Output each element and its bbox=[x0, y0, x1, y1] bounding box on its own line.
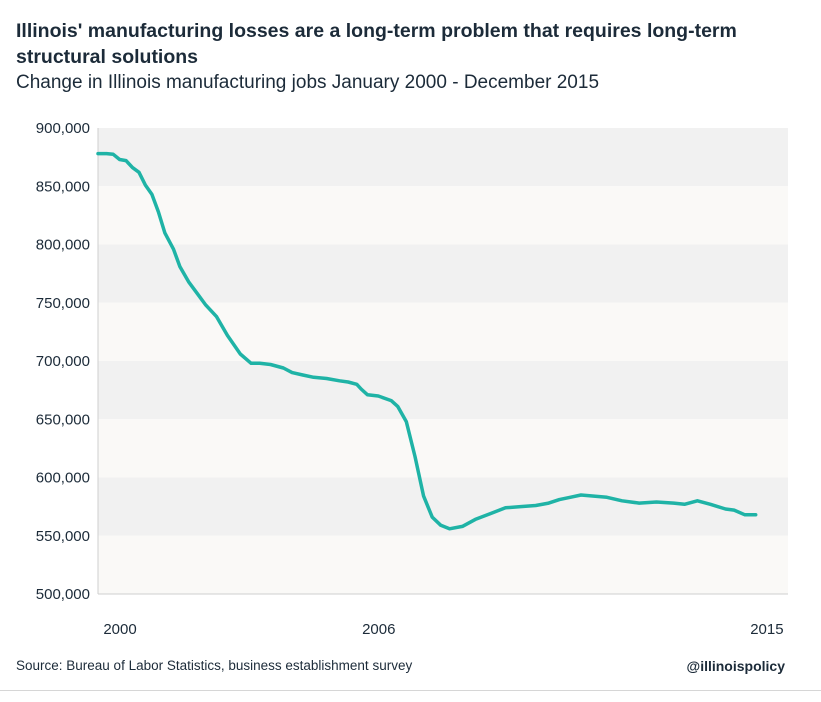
chart-title: Illinois' manufacturing losses are a lon… bbox=[16, 20, 737, 68]
grid-band bbox=[98, 186, 788, 245]
y-tick-label: 550,000 bbox=[36, 528, 90, 545]
y-tick-label: 700,000 bbox=[36, 353, 90, 370]
y-tick-label: 850,000 bbox=[36, 178, 90, 195]
y-tick-label: 900,000 bbox=[36, 120, 90, 137]
y-tick-label: 750,000 bbox=[36, 295, 90, 312]
x-tick-label: 2006 bbox=[362, 621, 395, 638]
y-tick-label: 800,000 bbox=[36, 237, 90, 254]
y-tick-labels: 900,000 850,000 800,000 750,000 700,000 650,0… bbox=[36, 120, 90, 603]
chart-subtitle: Change in Illinois manufacturing jobs Ja… bbox=[16, 72, 600, 93]
y-tick-label: 600,000 bbox=[36, 470, 90, 487]
source-note: Source: Bureau of Labor Statistics, busi… bbox=[16, 658, 413, 673]
x-tick-label: 2000 bbox=[103, 621, 136, 638]
grid-bands bbox=[98, 128, 788, 594]
x-tick-labels: 2000 2006 2015 bbox=[103, 621, 783, 638]
grid-band bbox=[98, 361, 788, 420]
y-tick-label: 650,000 bbox=[36, 411, 90, 428]
x-tick-label: 2015 bbox=[750, 621, 783, 638]
y-tick-label: 500,000 bbox=[36, 586, 90, 603]
grid-band bbox=[98, 535, 788, 594]
grid-band bbox=[98, 128, 788, 187]
series-line bbox=[96, 151, 758, 531]
credit-handle: @illinoispolicy bbox=[686, 658, 785, 674]
grid-band bbox=[98, 244, 788, 303]
grid-band bbox=[98, 419, 788, 478]
grid-band bbox=[98, 302, 788, 361]
bottom-divider bbox=[0, 690, 821, 691]
series-lines bbox=[96, 151, 758, 531]
